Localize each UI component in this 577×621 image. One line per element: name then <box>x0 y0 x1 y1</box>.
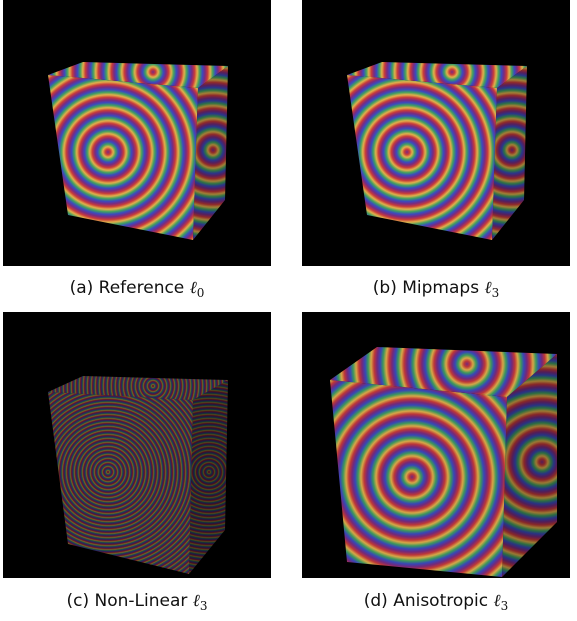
caption: (c) Non-Linear ℓ3 <box>0 591 281 613</box>
face-shade <box>492 66 527 240</box>
face-shade <box>189 380 228 574</box>
caption-label: (d) Anisotropic <box>363 591 489 611</box>
caption-label: (b) Mipmaps <box>372 278 480 298</box>
cube-face <box>48 392 193 574</box>
caption-subscript: 3 <box>491 286 500 300</box>
cube-face <box>330 347 557 397</box>
cube-face <box>492 66 527 240</box>
caption: (d) Anisotropic ℓ3 <box>292 591 577 613</box>
caption-symbol: ℓ <box>189 278 197 298</box>
caption-symbol: ℓ <box>192 591 200 611</box>
caption-subscript: 3 <box>500 599 509 613</box>
face-shade <box>193 66 228 240</box>
caption-subscript: 0 <box>196 286 205 300</box>
panel-image <box>3 0 271 266</box>
panel-image <box>3 312 271 578</box>
cube-face <box>189 380 228 574</box>
cube-face <box>193 66 228 240</box>
caption: (a) Reference ℓ0 <box>0 278 281 300</box>
cube-face <box>48 376 228 400</box>
cube-face <box>48 75 198 240</box>
cube-face <box>502 354 557 577</box>
caption-symbol: ℓ <box>493 591 501 611</box>
cube-face <box>347 62 527 88</box>
cube-face <box>330 380 507 577</box>
caption-subscript: 3 <box>199 599 208 613</box>
cube-face <box>347 75 497 240</box>
caption-label: (a) Reference <box>69 278 185 298</box>
cube-face <box>48 62 228 88</box>
face-shade <box>502 354 557 577</box>
panel-image <box>302 0 570 266</box>
caption: (b) Mipmaps ℓ3 <box>292 278 577 300</box>
caption-label: (c) Non-Linear <box>66 591 188 611</box>
panel-image <box>302 312 570 578</box>
caption-symbol: ℓ <box>484 278 492 298</box>
